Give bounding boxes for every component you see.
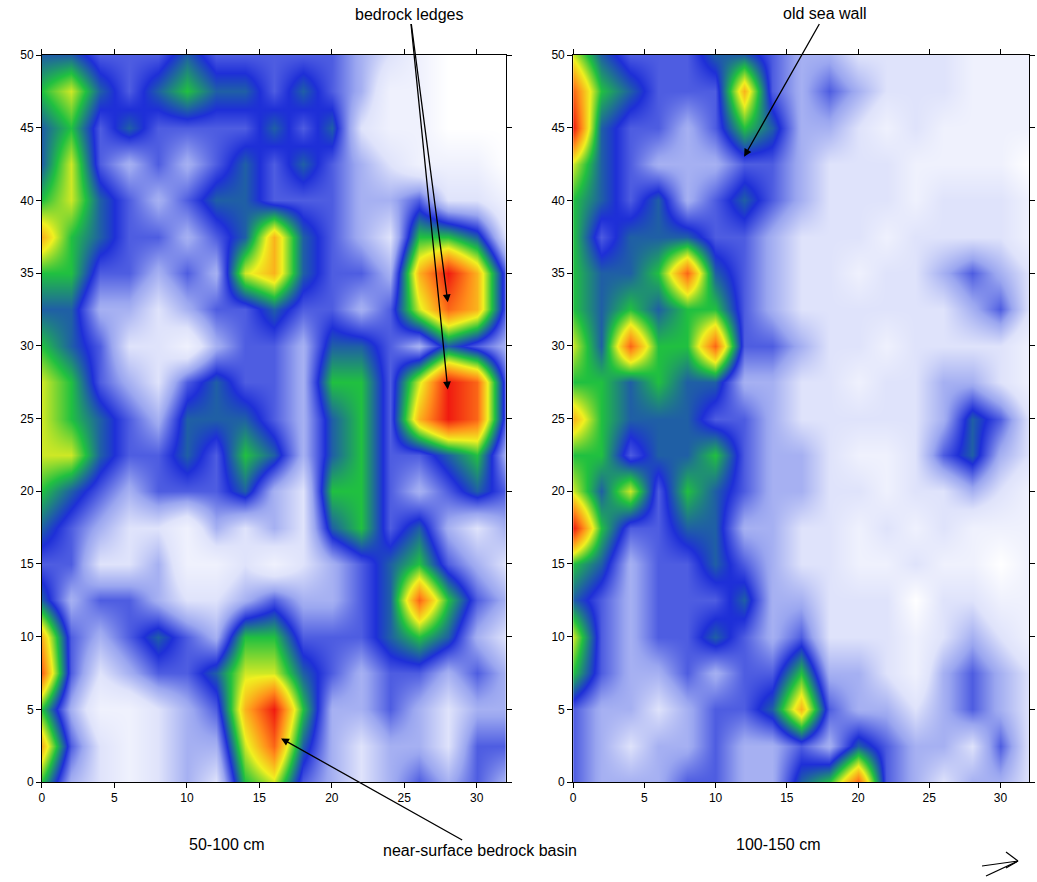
svg-text:20: 20 (325, 791, 339, 805)
svg-text:40: 40 (551, 194, 565, 208)
svg-text:5: 5 (111, 791, 118, 805)
svg-text:bedrock ledges: bedrock ledges (355, 6, 464, 23)
svg-text:old sea wall: old sea wall (783, 5, 867, 22)
svg-text:near-surface bedrock basin: near-surface bedrock basin (383, 842, 577, 859)
svg-text:10: 10 (20, 630, 34, 644)
svg-text:5: 5 (558, 703, 565, 717)
svg-text:0: 0 (570, 791, 577, 805)
svg-text:20: 20 (551, 484, 565, 498)
svg-text:15: 15 (253, 791, 267, 805)
svg-text:20: 20 (851, 791, 865, 805)
svg-text:45: 45 (20, 121, 34, 135)
svg-text:100-150 cm: 100-150 cm (736, 836, 821, 853)
svg-text:10: 10 (180, 791, 194, 805)
svg-text:10: 10 (709, 791, 723, 805)
svg-text:35: 35 (20, 266, 34, 280)
svg-text:15: 15 (780, 791, 794, 805)
svg-text:15: 15 (20, 557, 34, 571)
svg-text:50: 50 (20, 48, 34, 62)
svg-text:5: 5 (27, 703, 34, 717)
svg-text:20: 20 (20, 484, 34, 498)
svg-text:0: 0 (558, 775, 565, 789)
svg-text:30: 30 (994, 791, 1008, 805)
svg-text:0: 0 (39, 791, 46, 805)
svg-text:35: 35 (551, 266, 565, 280)
svg-text:30: 30 (20, 339, 34, 353)
svg-text:15: 15 (551, 557, 565, 571)
svg-text:30: 30 (551, 339, 565, 353)
svg-text:30: 30 (470, 791, 484, 805)
svg-text:10: 10 (551, 630, 565, 644)
svg-text:0: 0 (27, 775, 34, 789)
svg-text:5: 5 (641, 791, 648, 805)
svg-text:50: 50 (551, 48, 565, 62)
svg-text:25: 25 (923, 791, 937, 805)
svg-text:25: 25 (20, 412, 34, 426)
svg-text:50-100 cm: 50-100 cm (189, 836, 265, 853)
svg-text:45: 45 (551, 121, 565, 135)
svg-text:25: 25 (398, 791, 412, 805)
svg-text:25: 25 (551, 412, 565, 426)
svg-text:40: 40 (20, 194, 34, 208)
